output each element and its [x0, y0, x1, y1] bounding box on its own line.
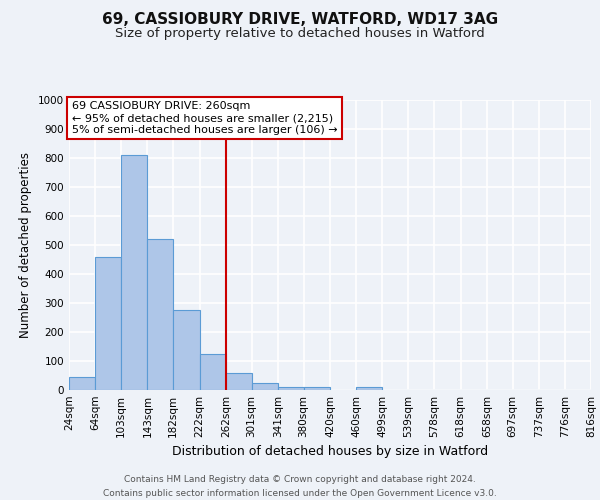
Bar	[148, 239, 173, 390]
Text: Size of property relative to detached houses in Watford: Size of property relative to detached ho…	[115, 28, 485, 40]
Bar	[278, 387, 304, 390]
Bar	[95, 256, 121, 390]
Text: 69 CASSIOBURY DRIVE: 260sqm
← 95% of detached houses are smaller (2,215)
5% of s: 69 CASSIOBURY DRIVE: 260sqm ← 95% of det…	[71, 102, 337, 134]
Bar	[69, 377, 95, 390]
Text: 69, CASSIOBURY DRIVE, WATFORD, WD17 3AG: 69, CASSIOBURY DRIVE, WATFORD, WD17 3AG	[102, 12, 498, 28]
Bar	[251, 383, 278, 390]
Bar	[200, 354, 226, 390]
Bar	[226, 372, 251, 390]
Bar	[304, 386, 330, 390]
Bar	[173, 310, 200, 390]
Bar	[356, 387, 382, 390]
Bar	[121, 155, 148, 390]
Y-axis label: Number of detached properties: Number of detached properties	[19, 152, 32, 338]
Text: Contains HM Land Registry data © Crown copyright and database right 2024.
Contai: Contains HM Land Registry data © Crown c…	[103, 476, 497, 498]
X-axis label: Distribution of detached houses by size in Watford: Distribution of detached houses by size …	[172, 446, 488, 458]
